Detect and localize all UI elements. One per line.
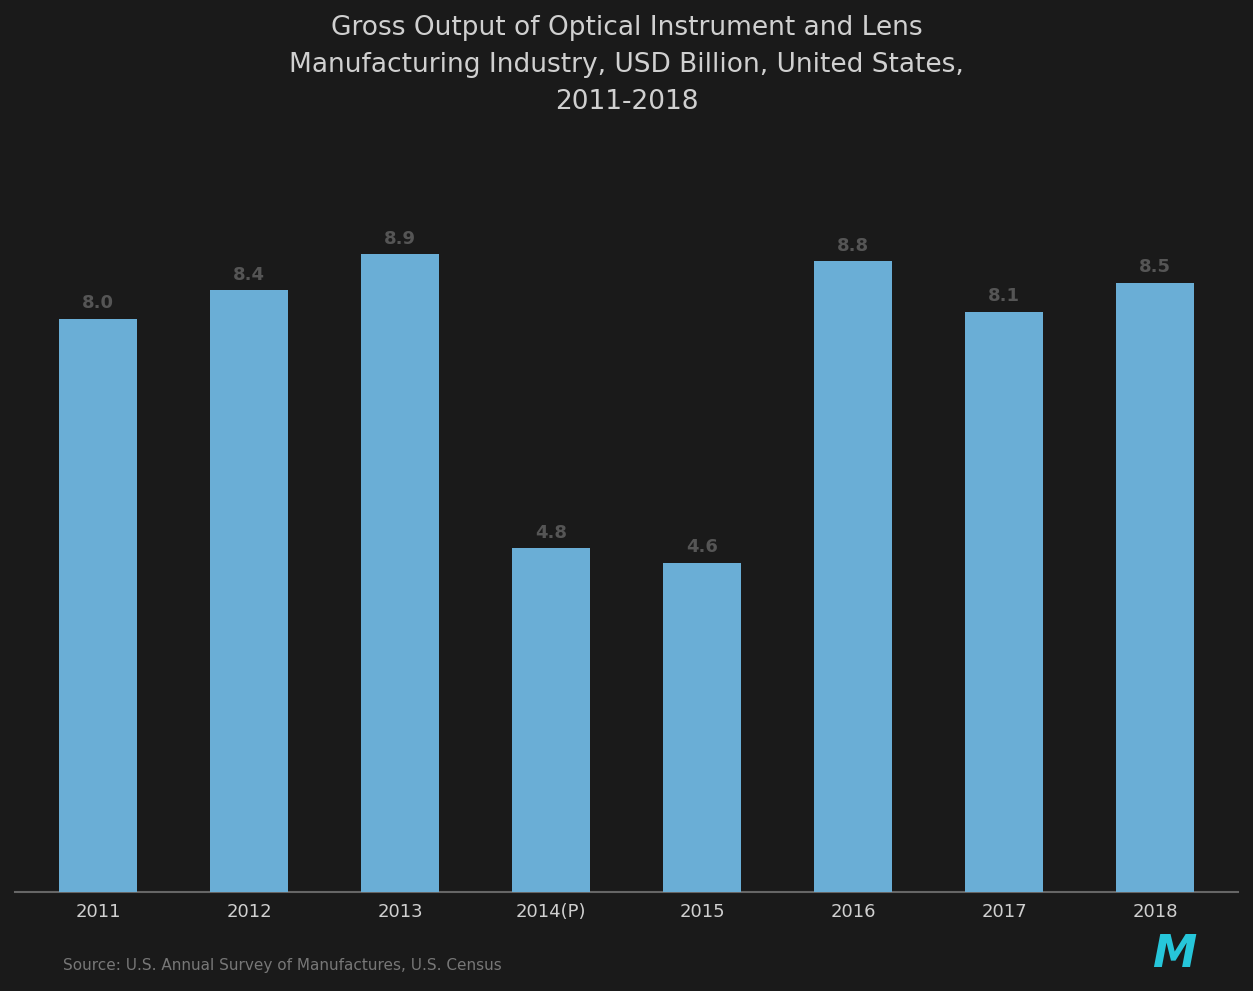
Text: Μ: Μ <box>1153 934 1197 976</box>
Bar <box>1115 283 1194 892</box>
Bar <box>209 290 288 892</box>
Bar <box>59 319 138 892</box>
Bar <box>965 311 1044 892</box>
Text: Source: U.S. Annual Survey of Manufactures, U.S. Census: Source: U.S. Annual Survey of Manufactur… <box>63 958 501 973</box>
Text: 8.0: 8.0 <box>81 294 114 312</box>
Text: 8.5: 8.5 <box>1139 259 1172 276</box>
Text: 8.4: 8.4 <box>233 266 266 283</box>
Title: Gross Output of Optical Instrument and Lens
Manufacturing Industry, USD Billion,: Gross Output of Optical Instrument and L… <box>289 15 964 115</box>
Bar <box>511 548 590 892</box>
Bar <box>663 563 742 892</box>
Bar <box>813 262 892 892</box>
Bar <box>361 255 440 892</box>
Text: 4.6: 4.6 <box>687 538 718 556</box>
Text: 8.9: 8.9 <box>383 230 416 248</box>
Text: 4.8: 4.8 <box>535 524 568 542</box>
Text: 8.8: 8.8 <box>837 237 870 255</box>
Text: 8.1: 8.1 <box>987 287 1020 305</box>
